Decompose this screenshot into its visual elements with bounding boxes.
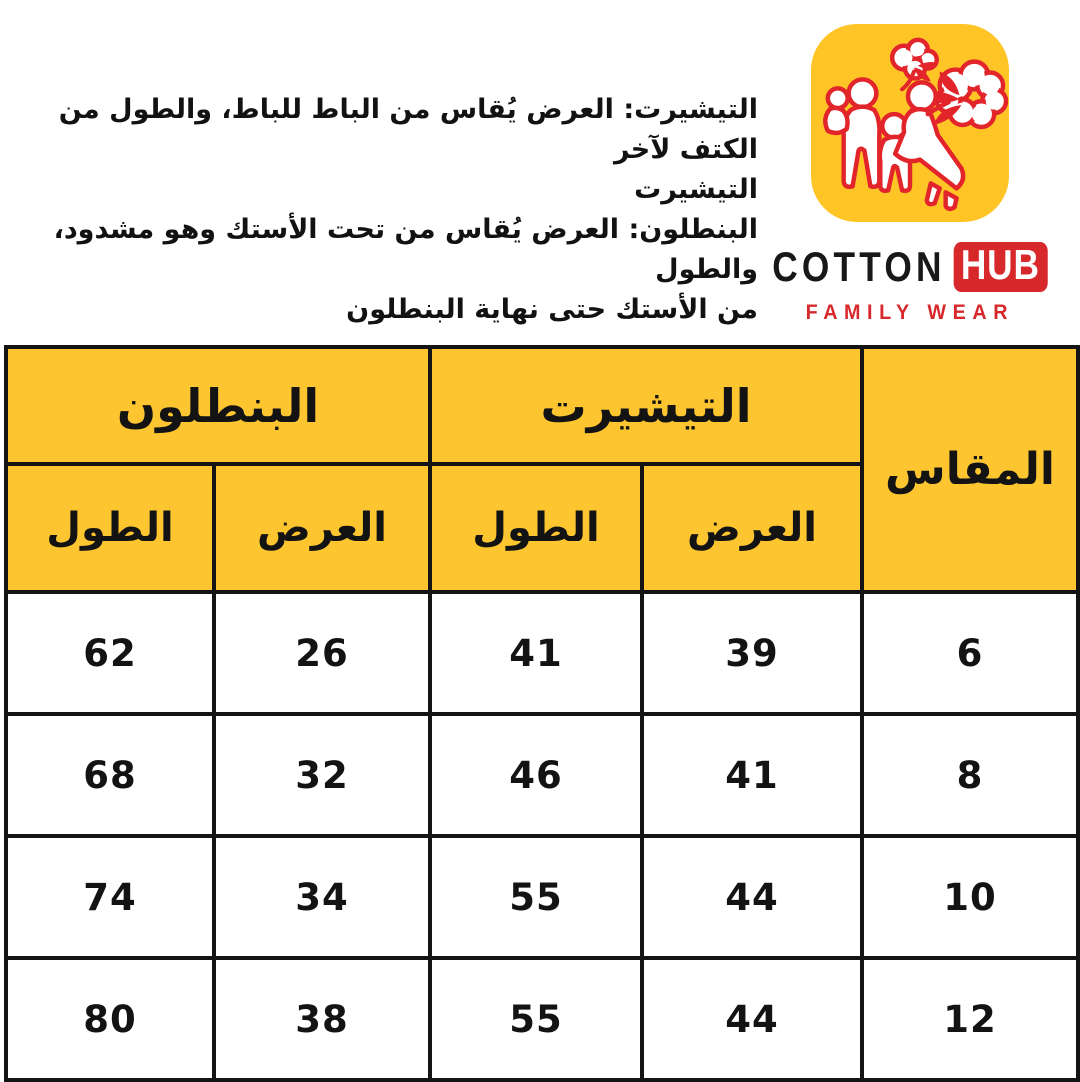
brand-wordmark: COTTON [772, 243, 946, 291]
cotton-leaf-small [913, 62, 938, 82]
note-line-pants-2: من الأستك حتى نهاية البنطلون [346, 294, 758, 325]
cell-tshirt-length: 55 [428, 956, 645, 1082]
brand-badge: HUB [953, 241, 1048, 293]
cell-pants-width: 26 [212, 590, 433, 716]
brand-block: COTTON HUB FAMILY WEAR [772, 24, 1048, 325]
cell-tshirt-width: 44 [640, 834, 865, 960]
header-pants: البنطلون [3, 345, 433, 466]
cell-pants-length: 68 [3, 712, 217, 838]
table-sub-header-row: العرض الطول العرض الطول [3, 462, 1078, 594]
cell-pants-width: 32 [212, 712, 433, 838]
cell-tshirt-width: 41 [640, 712, 865, 838]
cell-pants-length: 80 [3, 956, 217, 1082]
brand-wordmark-row: COTTON HUB [772, 241, 1048, 293]
table-row-size-12: 12 44 55 38 80 [3, 956, 1080, 1082]
cell-tshirt-width: 39 [640, 590, 865, 716]
header-tshirt: التيشيرت [428, 345, 865, 466]
cell-pants-width: 38 [212, 956, 433, 1082]
table-row-size-10: 10 44 55 34 74 [3, 834, 1080, 960]
note-line-tshirt-2: التيشيرت [634, 174, 758, 205]
note-line-tshirt-1: التيشيرت: العرض يُقاس من الباط للباط، وا… [58, 94, 758, 165]
cell-tshirt-length: 46 [428, 712, 645, 838]
cell-size: 8 [860, 712, 1080, 838]
table-row-size-8: 8 41 46 32 68 [3, 712, 1080, 838]
cell-size: 12 [860, 956, 1080, 1082]
header-size: المقاس [860, 345, 1080, 594]
measurement-notes: التيشيرت: العرض يُقاس من الباط للباط، وا… [4, 90, 758, 330]
size-table: المقاس التيشيرت البنطلون العرض الطول الع… [3, 345, 1080, 1082]
brand-tagline: FAMILY WEAR [805, 301, 1015, 325]
cell-tshirt-width: 44 [640, 956, 865, 1082]
family-figures [823, 77, 966, 212]
cell-pants-length: 74 [3, 834, 217, 960]
header-pants-width: العرض [212, 462, 433, 594]
note-line-pants-1: البنطلون: العرض يُقاس من تحت الأستك وهو … [53, 214, 758, 285]
cell-tshirt-length: 41 [428, 590, 645, 716]
cell-pants-width: 34 [212, 834, 433, 960]
header-tshirt-length: الطول [428, 462, 645, 594]
cell-size: 6 [860, 590, 1080, 716]
cell-tshirt-length: 55 [428, 834, 645, 960]
family-cotton-icon [823, 37, 1009, 212]
table-group-header-row: المقاس التيشيرت البنطلون [3, 345, 1080, 594]
header-pants-length: الطول [3, 462, 217, 594]
cell-size: 10 [860, 834, 1080, 960]
header-tshirt-width: العرض [640, 462, 865, 594]
cotton-hub-logo [811, 24, 1009, 222]
table-row-size-6: 6 39 41 26 62 [3, 590, 1080, 716]
cell-pants-length: 62 [3, 590, 217, 716]
